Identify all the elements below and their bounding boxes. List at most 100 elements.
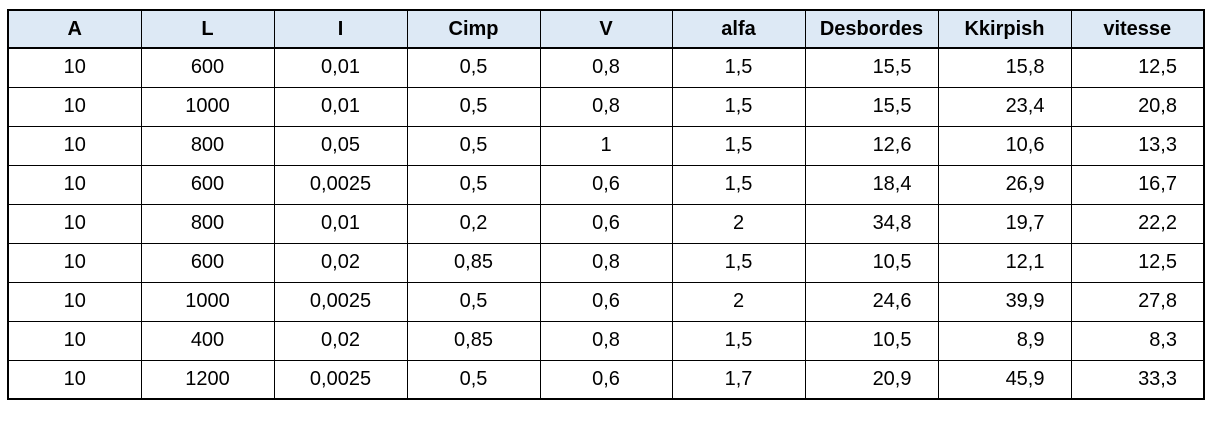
cell-col-kkirpish: 23,4	[937, 86, 1072, 127]
cell-col-i: 0,02	[273, 320, 408, 361]
cell-col-vitesse: 12,5	[1070, 47, 1205, 88]
cell-col-alfa: 2	[671, 281, 806, 322]
header-col-v: V	[539, 9, 673, 49]
cell-col-vitesse: 8,3	[1070, 320, 1205, 361]
cell-col-a: 10	[7, 320, 142, 361]
cell-col-l: 400	[140, 320, 275, 361]
cell-col-a: 10	[7, 242, 142, 283]
header-col-kkirpish: Kkirpish	[937, 9, 1072, 49]
cell-col-a: 10	[7, 359, 142, 400]
cell-col-v: 0,6	[539, 203, 673, 244]
cell-col-desbordes: 12,6	[804, 125, 939, 166]
cell-col-alfa: 1,5	[671, 242, 806, 283]
cell-col-kkirpish: 15,8	[937, 47, 1072, 88]
table-row: 10 600 0,0025 0,5 0,6 1,5 18,4 26,9 16,7	[7, 164, 1205, 205]
header-col-a: A	[7, 9, 142, 49]
cell-col-kkirpish: 8,9	[937, 320, 1072, 361]
header-col-i: I	[273, 9, 408, 49]
cell-col-v: 0,6	[539, 281, 673, 322]
cell-col-cimp: 0,85	[406, 242, 541, 283]
cell-col-i: 0,02	[273, 242, 408, 283]
cell-col-l: 1000	[140, 86, 275, 127]
cell-col-vitesse: 13,3	[1070, 125, 1205, 166]
cell-col-desbordes: 24,6	[804, 281, 939, 322]
cell-col-desbordes: 20,9	[804, 359, 939, 400]
table-row: 10 600 0,01 0,5 0,8 1,5 15,5 15,8 12,5	[7, 47, 1205, 88]
cell-col-desbordes: 15,5	[804, 86, 939, 127]
cell-col-l: 600	[140, 164, 275, 205]
cell-col-a: 10	[7, 125, 142, 166]
cell-col-l: 800	[140, 125, 275, 166]
cell-col-l: 600	[140, 242, 275, 283]
table-row: 10 1000 0,0025 0,5 0,6 2 24,6 39,9 27,8	[7, 281, 1205, 322]
header-col-alfa: alfa	[671, 9, 806, 49]
cell-col-i: 0,0025	[273, 281, 408, 322]
cell-col-cimp: 0,2	[406, 203, 541, 244]
cell-col-l: 800	[140, 203, 275, 244]
cell-col-desbordes: 10,5	[804, 242, 939, 283]
cell-col-l: 600	[140, 47, 275, 88]
header-col-l: L	[140, 9, 275, 49]
table-body: 10 600 0,01 0,5 0,8 1,5 15,5 15,8 12,5 10 1000 0,01…	[7, 47, 1205, 400]
cell-col-i: 0,01	[273, 203, 408, 244]
cell-col-cimp: 0,5	[406, 281, 541, 322]
table-row: 10 800 0,01 0,2 0,6 2 34,8 19,7 22,2	[7, 203, 1205, 244]
cell-col-alfa: 1,7	[671, 359, 806, 400]
table-row: 10 400 0,02 0,85 0,8 1,5 10,5 8,9 8,3	[7, 320, 1205, 361]
cell-col-cimp: 0,5	[406, 359, 541, 400]
cell-col-alfa: 2	[671, 203, 806, 244]
cell-col-cimp: 0,85	[406, 320, 541, 361]
table-row: 10 1200 0,0025 0,5 0,6 1,7 20,9 45,9 33,3	[7, 359, 1205, 400]
cell-col-kkirpish: 12,1	[937, 242, 1072, 283]
cell-col-kkirpish: 10,6	[937, 125, 1072, 166]
cell-col-kkirpish: 26,9	[937, 164, 1072, 205]
cell-col-desbordes: 34,8	[804, 203, 939, 244]
cell-col-cimp: 0,5	[406, 47, 541, 88]
cell-col-a: 10	[7, 203, 142, 244]
cell-col-alfa: 1,5	[671, 86, 806, 127]
cell-col-a: 10	[7, 47, 142, 88]
cell-col-kkirpish: 45,9	[937, 359, 1072, 400]
cell-col-a: 10	[7, 86, 142, 127]
cell-col-desbordes: 18,4	[804, 164, 939, 205]
cell-col-vitesse: 12,5	[1070, 242, 1205, 283]
cell-col-alfa: 1,5	[671, 320, 806, 361]
table-row: 10 1000 0,01 0,5 0,8 1,5 15,5 23,4 20,8	[7, 86, 1205, 127]
cell-col-a: 10	[7, 281, 142, 322]
cell-col-v: 1	[539, 125, 673, 166]
table-row: 10 800 0,05 0,5 1 1,5 12,6 10,6 13,3	[7, 125, 1205, 166]
cell-col-vitesse: 20,8	[1070, 86, 1205, 127]
cell-col-i: 0,05	[273, 125, 408, 166]
cell-col-a: 10	[7, 164, 142, 205]
cell-col-vitesse: 27,8	[1070, 281, 1205, 322]
cell-col-v: 0,8	[539, 47, 673, 88]
cell-col-l: 1000	[140, 281, 275, 322]
cell-col-cimp: 0,5	[406, 86, 541, 127]
header-col-cimp: Cimp	[406, 9, 541, 49]
cell-col-vitesse: 16,7	[1070, 164, 1205, 205]
cell-col-kkirpish: 19,7	[937, 203, 1072, 244]
cell-col-desbordes: 15,5	[804, 47, 939, 88]
cell-col-desbordes: 10,5	[804, 320, 939, 361]
table-row: 10 600 0,02 0,85 0,8 1,5 10,5 12,1 12,5	[7, 242, 1205, 283]
cell-col-v: 0,8	[539, 242, 673, 283]
cell-col-cimp: 0,5	[406, 164, 541, 205]
cell-col-cimp: 0,5	[406, 125, 541, 166]
cell-col-i: 0,01	[273, 47, 408, 88]
cell-col-i: 0,0025	[273, 164, 408, 205]
cell-col-alfa: 1,5	[671, 164, 806, 205]
cell-col-alfa: 1,5	[671, 47, 806, 88]
header-col-vitesse: vitesse	[1070, 9, 1205, 49]
header-col-desbordes: Desbordes	[804, 9, 939, 49]
cell-col-kkirpish: 39,9	[937, 281, 1072, 322]
cell-col-v: 0,8	[539, 86, 673, 127]
cell-col-i: 0,01	[273, 86, 408, 127]
cell-col-v: 0,8	[539, 320, 673, 361]
cell-col-i: 0,0025	[273, 359, 408, 400]
cell-col-vitesse: 33,3	[1070, 359, 1205, 400]
cell-col-l: 1200	[140, 359, 275, 400]
cell-col-vitesse: 22,2	[1070, 203, 1205, 244]
